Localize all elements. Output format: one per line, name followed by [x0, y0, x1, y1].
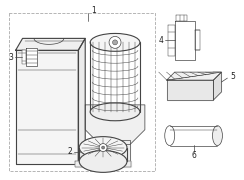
Text: 5: 5: [230, 72, 235, 81]
Polygon shape: [194, 30, 200, 50]
Polygon shape: [214, 72, 222, 100]
Polygon shape: [78, 38, 85, 164]
Polygon shape: [167, 72, 222, 80]
Ellipse shape: [213, 126, 223, 146]
Polygon shape: [167, 80, 214, 100]
Polygon shape: [21, 50, 26, 64]
Circle shape: [102, 146, 105, 149]
Circle shape: [109, 36, 121, 48]
Text: 6: 6: [191, 151, 196, 160]
Circle shape: [112, 40, 118, 45]
Ellipse shape: [79, 150, 127, 172]
Polygon shape: [175, 21, 194, 60]
Polygon shape: [26, 48, 38, 66]
Polygon shape: [16, 50, 78, 164]
Text: 2: 2: [68, 147, 73, 156]
Polygon shape: [100, 140, 130, 164]
Text: 4: 4: [158, 36, 163, 45]
Ellipse shape: [79, 137, 127, 158]
Ellipse shape: [90, 33, 140, 51]
Polygon shape: [75, 161, 131, 167]
Ellipse shape: [90, 103, 140, 121]
Polygon shape: [16, 38, 85, 50]
Ellipse shape: [165, 126, 175, 146]
Circle shape: [99, 144, 107, 152]
Polygon shape: [176, 15, 187, 21]
Text: 3: 3: [8, 53, 13, 62]
Polygon shape: [85, 105, 145, 145]
Polygon shape: [168, 24, 175, 56]
Text: 1: 1: [91, 6, 96, 15]
